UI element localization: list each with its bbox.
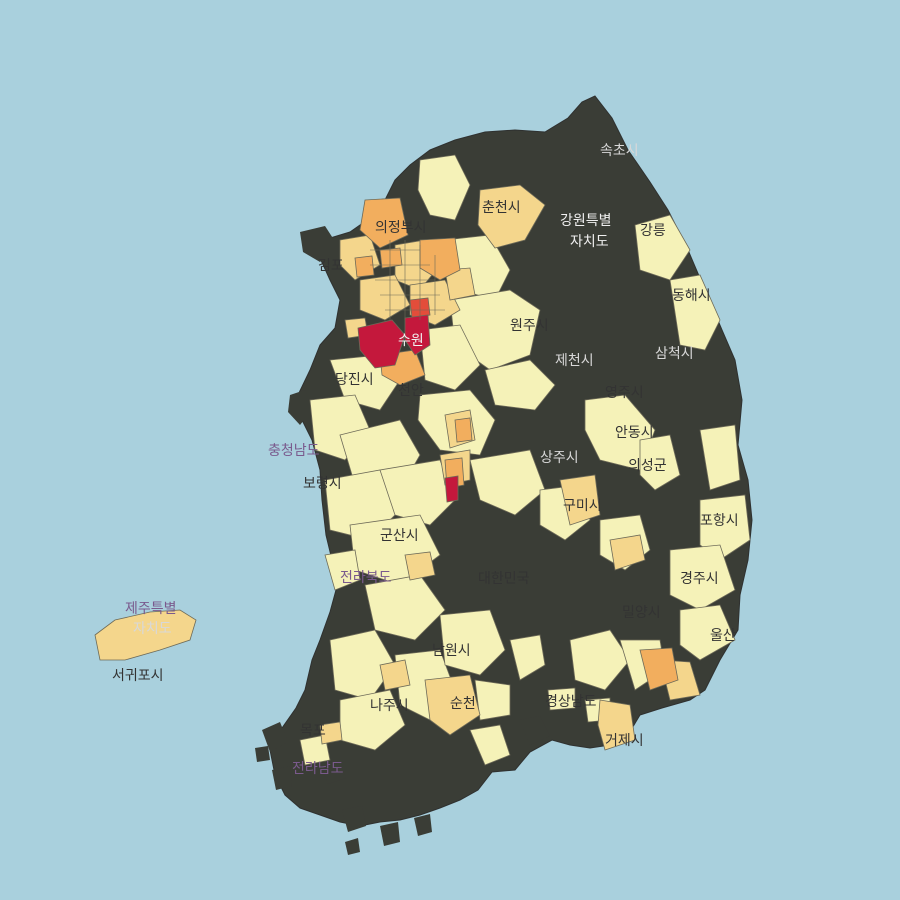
label-gimpo: 김포 xyxy=(318,258,344,274)
coastal-islands xyxy=(255,226,550,855)
label-gyeongju: 경주시 xyxy=(680,571,719,587)
label-suncheon: 순천 xyxy=(450,696,476,712)
label-ulsan: 울산 xyxy=(710,628,736,644)
label-cheonan: 천안 xyxy=(398,383,424,399)
label-chungnam: 충청남도 xyxy=(268,443,320,459)
label-miryang: 밀양시 xyxy=(622,605,661,621)
label-donghae: 동해시 xyxy=(672,288,711,304)
seoul-metro-subdivisions xyxy=(370,240,445,320)
label-pohang: 포항시 xyxy=(700,513,739,529)
label-gumi: 구미시 xyxy=(563,498,602,514)
level6-regions xyxy=(357,314,459,503)
label-boryeong: 보령시 xyxy=(303,476,342,492)
label-jecheon: 제천시 xyxy=(555,353,594,369)
label-andong: 안동시 xyxy=(615,425,654,441)
label-gangneung: 강릉 xyxy=(640,223,666,239)
label-gangwon-1: 강원특별 xyxy=(560,213,612,229)
label-daehanminguk: 대한민국 xyxy=(478,571,530,587)
label-sokcho: 속초시 xyxy=(600,143,639,159)
label-mokpo: 목포 xyxy=(300,723,326,739)
map-labels: 속초시 강원특별 자치도 강릉 동해시 춘천시 의정부시 김포 원주시 제천시 … xyxy=(112,143,739,777)
label-gyeongnam: 경상남도 xyxy=(545,694,597,710)
label-yeongju: 영주시 xyxy=(605,385,644,401)
label-wonju: 원주시 xyxy=(510,318,549,334)
label-gunsan: 군산시 xyxy=(380,528,419,544)
label-chuncheon: 춘천시 xyxy=(482,200,521,216)
label-suwon: 수원 xyxy=(398,333,424,349)
label-jeonbuk: 전라북도 xyxy=(340,570,392,586)
level1-regions xyxy=(299,154,751,766)
label-sangju: 상주시 xyxy=(540,450,579,466)
label-geoje: 거제시 xyxy=(605,733,644,749)
label-gangwon-2: 자치도 xyxy=(570,234,609,250)
label-uiseong: 의성군 xyxy=(628,458,667,474)
label-jeju-2: 자치도 xyxy=(133,621,172,637)
label-jeonnam: 전라남도 xyxy=(292,761,344,777)
label-samcheok: 삼척시 xyxy=(655,346,694,362)
label-naju: 나주시 xyxy=(370,698,409,714)
label-uijeongbu: 의정부시 xyxy=(375,220,427,236)
label-dangjin: 당진시 xyxy=(335,372,374,388)
label-seogwipo: 서귀포시 xyxy=(112,668,164,684)
label-jeju-1: 제주특별 xyxy=(125,601,177,617)
label-namwon: 남원시 xyxy=(432,643,471,659)
